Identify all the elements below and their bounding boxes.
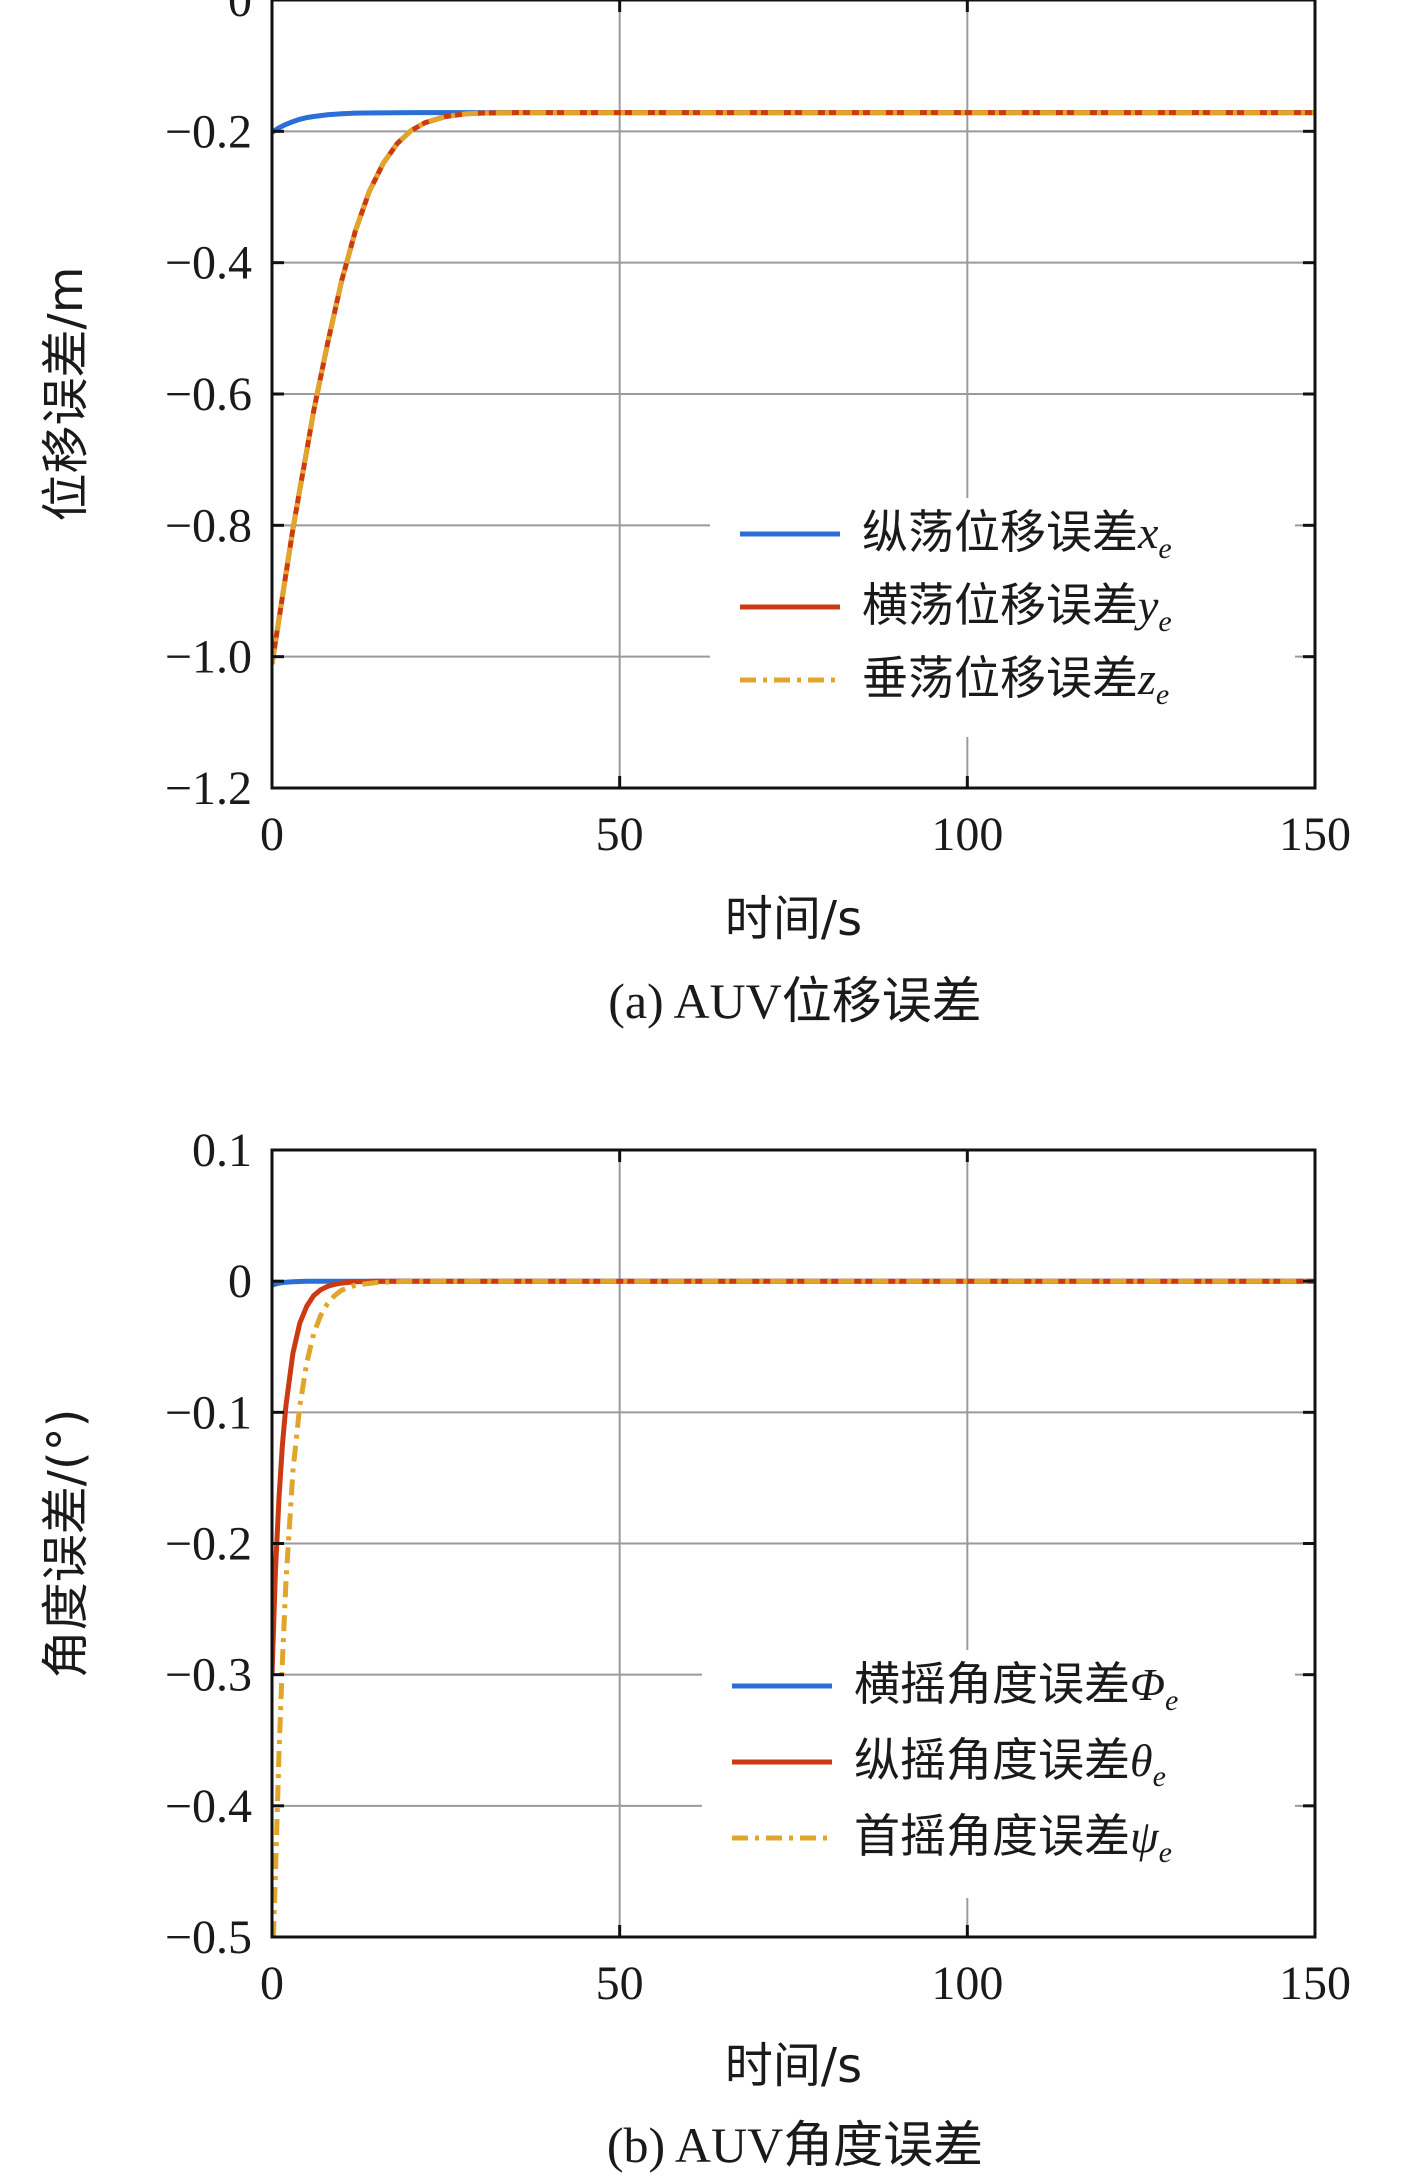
legend-label-3: 首摇角度误差ψe — [854, 1809, 1172, 1869]
x-tick-label: 0 — [260, 808, 284, 861]
x-tick-label: 50 — [596, 1957, 644, 2010]
legend-label-2: 横荡位移误差ye — [862, 578, 1172, 638]
series-line-3 — [272, 110, 1315, 665]
y-tick-label: −0.1 — [165, 1386, 252, 1439]
legend-subscript: e — [1159, 1836, 1172, 1869]
legend-name: 纵荡位移误差 — [862, 505, 1138, 559]
y-tick-label: −0.6 — [165, 368, 252, 421]
legend-symbol: ψ — [1130, 1811, 1160, 1862]
y-tick-label: 0 — [228, 1255, 252, 1308]
y-tick-label: −0.5 — [165, 1911, 252, 1964]
y-tick-label: −1.0 — [165, 631, 252, 684]
legend-label-2: 纵摇角度误差θe — [854, 1733, 1166, 1793]
legend-subscript: e — [1156, 678, 1169, 711]
legend-symbol: Φ — [1130, 1659, 1165, 1710]
y-tick-label: −0.8 — [165, 499, 252, 552]
legend-subscript: e — [1158, 532, 1171, 565]
legend-name: 首摇角度误差 — [854, 1809, 1130, 1863]
x-tick-label: 150 — [1279, 1957, 1351, 2010]
x-axis-label: 时间/s — [725, 891, 862, 947]
legend-symbol: θ — [1130, 1735, 1153, 1786]
x-tick-label: 100 — [931, 1957, 1003, 2010]
y-tick-label: −0.4 — [165, 237, 252, 290]
x-tick-label: 100 — [931, 808, 1003, 861]
y-axis-label: 角度误差/(°) — [38, 1409, 94, 1679]
y-axis-label: 位移误差/m — [38, 267, 94, 522]
x-tick-label: 50 — [596, 808, 644, 861]
chart-angle-error: 0 50 100 150 0.1 0 −0.1 −0.2 −0.3 −0.4 −0.5 时间/s 角度误… — [38, 1124, 1351, 2173]
y-tick-label: −0.4 — [165, 1780, 252, 1833]
chart-caption: (b) AUV角度误差 — [607, 2117, 983, 2173]
legend-label-1: 横摇角度误差Φe — [854, 1657, 1178, 1717]
y-tick-label: −1.2 — [165, 762, 252, 815]
x-tick-label: 150 — [1279, 808, 1351, 861]
legend-name: 横摇角度误差 — [854, 1657, 1130, 1711]
y-tick-label: −0.3 — [165, 1649, 252, 1702]
series-line-2 — [272, 1278, 1315, 1675]
chart-displacement-error: 0 50 100 150 0 −0.2 −0.4 −0.6 −0.8 −1.0 −1.2 时间/s 位移… — [38, 0, 1351, 1029]
legend-subscript: e — [1153, 1760, 1166, 1793]
y-tick-label: −0.2 — [165, 1518, 252, 1571]
y-tick-label: −0.2 — [165, 105, 252, 158]
legend-subscript: e — [1158, 605, 1171, 638]
legend-name: 横荡位移误差 — [862, 578, 1138, 632]
legend-symbol: z — [1137, 653, 1156, 704]
x-axis-label: 时间/s — [725, 2038, 862, 2094]
legend-symbol: y — [1134, 580, 1159, 631]
legend-box — [702, 1650, 1295, 1898]
y-tick-label: 0 — [228, 0, 252, 27]
x-tick-label: 0 — [260, 1957, 284, 2010]
legend-name: 纵摇角度误差 — [854, 1733, 1130, 1787]
series-line-3 — [272, 1278, 1315, 1937]
chart-caption: (a) AUV位移误差 — [608, 973, 982, 1029]
legend-box — [710, 498, 1295, 737]
legend-label-1: 纵荡位移误差xe — [862, 505, 1172, 565]
legend-subscript: e — [1165, 1684, 1178, 1717]
legend-symbol: x — [1137, 507, 1159, 558]
legend-label-3: 垂荡位移误差ze — [862, 651, 1169, 711]
legend-name: 垂荡位移误差 — [862, 651, 1138, 705]
y-tick-label: 0.1 — [192, 1124, 252, 1177]
